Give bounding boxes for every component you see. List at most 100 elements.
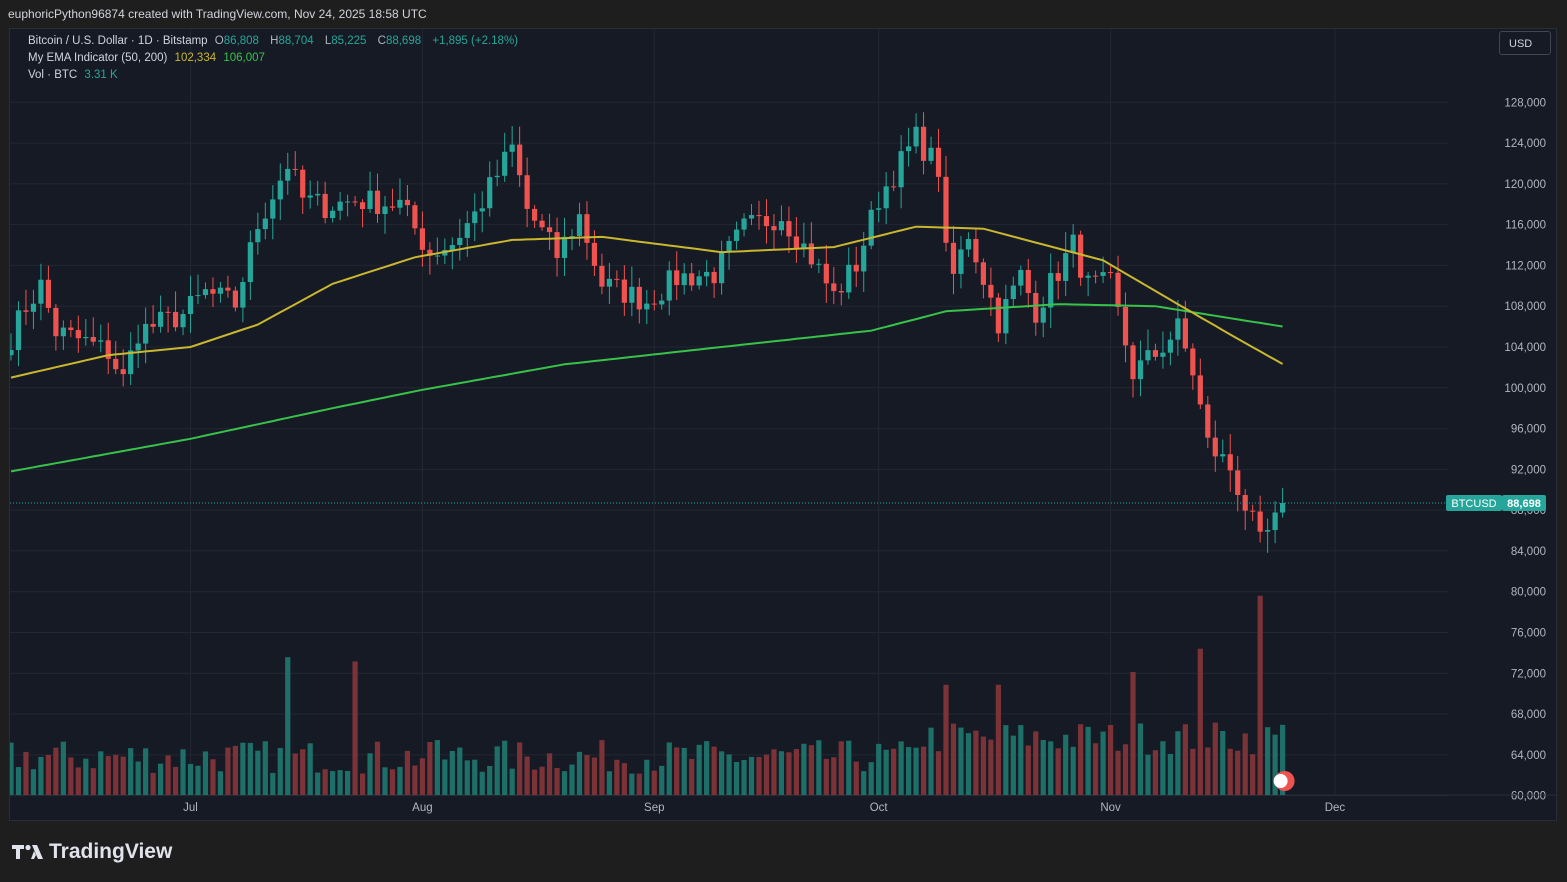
volume-bar [599, 740, 605, 795]
candle-body [202, 289, 209, 296]
volume-bar [68, 757, 74, 795]
candle-body [359, 202, 366, 209]
tradingview-logo-icon [12, 844, 43, 859]
candle-body [704, 271, 710, 277]
volume-bar [756, 757, 762, 795]
price-chart[interactable]: 60,000 64,000 68,000 72,000 76,000 80,000 84,0… [10, 29, 1556, 820]
candle-body [322, 193, 328, 218]
candle-body [172, 311, 179, 328]
volume-bar [771, 749, 777, 795]
candle-body [1003, 299, 1009, 334]
candle-body [689, 273, 695, 286]
volume-bar [883, 749, 889, 795]
candle-body [105, 340, 111, 359]
y-tick-label: 108,000 [1504, 301, 1546, 313]
high-label: H [270, 35, 279, 47]
chart-caption: euphoricPython96874 created with Trading… [8, 7, 427, 21]
volume-bar [1257, 595, 1263, 795]
volume-bar [143, 748, 149, 795]
candle-body [1265, 530, 1271, 532]
volume-bar [748, 756, 755, 795]
volume-bar [1115, 750, 1121, 795]
candle-body [270, 199, 276, 219]
volume-bar [1040, 739, 1046, 795]
ema50-line [10, 225, 1284, 379]
volume-bar [1167, 753, 1173, 795]
volume-bar [539, 766, 545, 795]
volume-bar [292, 753, 298, 795]
volume-bar [1093, 743, 1099, 795]
candle-body [1085, 275, 1091, 278]
candle-body [950, 242, 957, 274]
volume-bar [1078, 724, 1084, 795]
volume-bar [434, 740, 440, 795]
volume-bar [891, 748, 897, 795]
volume-bar [1055, 748, 1061, 795]
candle-body [404, 199, 411, 206]
candle-body [1070, 234, 1076, 254]
candle-body [509, 144, 515, 152]
volume-bar [374, 741, 381, 795]
x-tick-label: Aug [412, 802, 432, 814]
volume-bar [315, 772, 321, 795]
volume-bar [120, 756, 126, 795]
candle-body [165, 311, 171, 313]
close-label: C [377, 35, 386, 47]
volume-bar [1205, 747, 1211, 795]
tradingview-logo[interactable]: TradingView [12, 840, 172, 864]
chart-panel[interactable]: 60,000 64,000 68,000 72,000 76,000 80,000 84,0… [9, 28, 1557, 821]
ema50-value: 102,334 [174, 52, 217, 64]
candle-body [479, 208, 485, 212]
ema-legend[interactable]: My EMA Indicator (50, 200) 102,334 106,0… [28, 52, 269, 64]
candle-body [255, 229, 261, 243]
volume-bar [1010, 735, 1016, 795]
candle-body [90, 337, 96, 342]
volume-bar [98, 751, 104, 795]
volume-bar [928, 727, 934, 795]
candle-body [494, 175, 500, 178]
volume-bar [1048, 741, 1054, 795]
candle-body [1257, 511, 1263, 532]
candle-body [666, 270, 672, 301]
volume-bar [801, 743, 807, 795]
symbol-legend[interactable]: Bitcoin / U.S. Dollar · 1D · Bitstamp O8… [28, 35, 522, 47]
candle-body [1190, 348, 1196, 376]
candle-body [75, 330, 81, 339]
volume-bar [651, 770, 657, 795]
candle-body [838, 291, 844, 293]
volume-bar [1242, 733, 1248, 795]
volume-bar [45, 754, 51, 795]
candle-body [696, 276, 702, 286]
candle-body [786, 221, 792, 237]
candle-body [98, 340, 104, 342]
volume-bar [367, 753, 373, 795]
volume-bar [135, 761, 141, 795]
candle-body [158, 311, 164, 327]
volume-bar [210, 759, 216, 795]
volume-bar [659, 765, 665, 795]
volume-bar [554, 768, 560, 795]
y-tick-label: 76,000 [1511, 627, 1546, 639]
candle-body [232, 290, 238, 308]
candle-body [195, 295, 201, 297]
volume-bar [427, 742, 433, 795]
candle-body [10, 350, 14, 356]
price-tag-label: 88,698 [1507, 498, 1541, 510]
currency-button[interactable]: USD [1499, 31, 1551, 55]
candle-body [861, 245, 867, 272]
candle-body [793, 236, 799, 250]
volume-bar [935, 751, 942, 795]
candle-body [569, 235, 575, 237]
candle-body [681, 273, 687, 286]
candle-body [846, 264, 852, 293]
volume-bar [561, 771, 568, 795]
volume-bar [1033, 731, 1039, 795]
candle-body [1078, 234, 1084, 278]
volume-legend[interactable]: Vol · BTC 3.31 K [28, 69, 122, 81]
volume-bar [816, 740, 822, 795]
volume-bar [793, 749, 799, 795]
volume-bar [958, 727, 964, 795]
candle-body [1107, 272, 1114, 274]
candle-body [778, 221, 785, 231]
volume-bar [1100, 731, 1106, 795]
